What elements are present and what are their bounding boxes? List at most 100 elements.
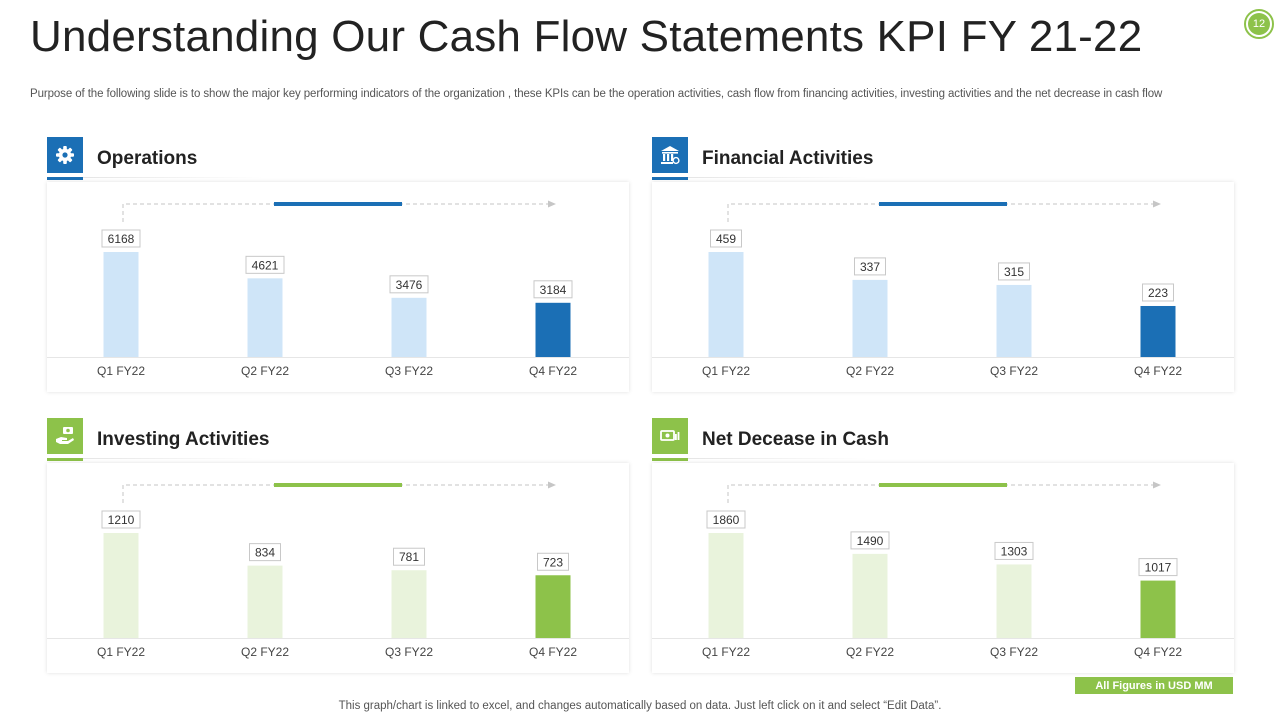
bar[interactable]: [247, 565, 283, 638]
net-decease-in-cash-panel: Net Decease in Cash 1860 Q1 FY22 1490 Q2 FY…: [652, 418, 1234, 673]
bar[interactable]: [103, 252, 139, 357]
net-decease-in-cash-chart-container: 1860 Q1 FY22 1490 Q2 FY22 1303 Q3 FY22 1017 Q4 …: [652, 463, 1234, 673]
page-number: 12: [1248, 13, 1270, 35]
category-label: Q4 FY22: [1134, 364, 1182, 378]
data-label-box: [994, 541, 1034, 560]
financial-activities-chart-container: 459 Q1 FY22 337 Q2 FY22 315 Q3 FY22 223 Q4 FY22: [652, 182, 1234, 392]
data-label-box: [1142, 283, 1174, 302]
data-label: 223: [1148, 286, 1168, 300]
page-title: Understanding Our Cash Flow Statements K…: [30, 12, 1143, 61]
investing-activities-chart-container: 1210 Q1 FY22 834 Q2 FY22 781 Q3 FY22 723 Q4 FY2…: [47, 463, 629, 673]
category-label: Q2 FY22: [846, 645, 894, 659]
header-divider: [688, 177, 868, 178]
data-label-box: [249, 543, 281, 562]
icon-underline: [652, 458, 688, 461]
data-label: 3476: [396, 278, 423, 292]
header-divider: [688, 458, 868, 459]
category-label: Q3 FY22: [990, 645, 1038, 659]
category-label: Q3 FY22: [385, 645, 433, 659]
bar[interactable]: [1140, 580, 1176, 638]
footnote: This graph/chart is linked to excel, and…: [338, 700, 942, 712]
financial-activities-panel: Financial Activities 459 Q1 FY22 337 Q2 FY2…: [652, 137, 1234, 392]
trend-accent-bar: [879, 483, 1007, 487]
bar[interactable]: [1140, 305, 1176, 357]
operations-panel: Operations 6168 Q1 FY22 4621 Q2 FY22 3476 Q3 …: [47, 137, 629, 392]
bar[interactable]: [103, 533, 139, 638]
panel-title: Operations: [97, 148, 198, 169]
category-label: Q2 FY22: [241, 645, 289, 659]
trend-arrow-line: [122, 484, 550, 503]
category-label: Q1 FY22: [702, 364, 750, 378]
panel-title: Investing Activities: [97, 429, 270, 450]
bar[interactable]: [535, 575, 571, 638]
operations-chart[interactable]: 6168 Q1 FY22 4621 Q2 FY22 3476 Q3 FY22 3184 Q4 …: [47, 182, 629, 392]
trend-arrow-head: [1153, 481, 1161, 489]
category-label: Q1 FY22: [97, 645, 145, 659]
icon-underline: [47, 458, 83, 461]
bank-icon: [652, 137, 688, 173]
category-label: Q1 FY22: [702, 645, 750, 659]
bar[interactable]: [852, 279, 888, 357]
category-label: Q1 FY22: [97, 364, 145, 378]
trend-accent-bar: [274, 202, 402, 206]
data-label: 459: [716, 232, 736, 246]
bar[interactable]: [996, 284, 1032, 357]
data-label-box: [706, 510, 746, 529]
category-label: Q2 FY22: [241, 364, 289, 378]
gear-icon: [47, 137, 83, 173]
data-label-box: [389, 275, 429, 294]
data-label-box: [101, 229, 141, 248]
data-label: 1490: [857, 534, 884, 548]
trend-arrow-line: [727, 484, 1155, 503]
financial-activities-chart[interactable]: 459 Q1 FY22 337 Q2 FY22 315 Q3 FY22 223 Q4 FY22: [652, 182, 1234, 392]
trend-arrow-head: [1153, 200, 1161, 208]
trend-arrow-line: [122, 203, 550, 222]
net-decease-in-cash-chart[interactable]: 1860 Q1 FY22 1490 Q2 FY22 1303 Q3 FY22 1017 Q4 …: [652, 463, 1234, 673]
panel-title: Net Decease in Cash: [702, 429, 889, 450]
bar[interactable]: [996, 564, 1032, 638]
data-label: 3184: [540, 283, 567, 297]
data-label: 1017: [1145, 561, 1172, 575]
operations-chart-container: 6168 Q1 FY22 4621 Q2 FY22 3476 Q3 FY22 3184 Q4 …: [47, 182, 629, 392]
panel-title: Financial Activities: [702, 148, 874, 169]
bar[interactable]: [535, 302, 571, 357]
data-label-box: [710, 229, 742, 248]
data-label-box: [245, 255, 285, 274]
trend-accent-bar: [274, 483, 402, 487]
icon-underline: [652, 177, 688, 180]
data-label-box: [1138, 558, 1178, 577]
data-label-box: [854, 257, 886, 276]
data-label: 1210: [108, 513, 135, 527]
header-divider: [83, 458, 263, 459]
data-label: 4621: [252, 258, 279, 272]
investing-activities-chart[interactable]: 1210 Q1 FY22 834 Q2 FY22 781 Q3 FY22 723 Q4 FY2…: [47, 463, 629, 673]
bar[interactable]: [391, 297, 427, 357]
data-label-box: [850, 531, 890, 550]
trend-arrow-line: [727, 203, 1155, 222]
data-label-box: [533, 280, 573, 299]
icon-underline: [47, 177, 83, 180]
data-label-box: [101, 510, 141, 529]
data-label-box: [393, 547, 425, 566]
bar[interactable]: [708, 533, 744, 638]
trend-arrow-head: [548, 200, 556, 208]
category-label: Q3 FY22: [385, 364, 433, 378]
bar[interactable]: [852, 553, 888, 638]
bar[interactable]: [708, 252, 744, 357]
category-label: Q2 FY22: [846, 364, 894, 378]
trend-accent-bar: [879, 202, 1007, 206]
data-label: 834: [255, 546, 275, 560]
data-label: 337: [860, 260, 880, 274]
page-number-badge: 12: [1244, 9, 1274, 39]
page-subtitle: Purpose of the following slide is to sho…: [30, 88, 1163, 100]
data-label: 315: [1004, 265, 1024, 279]
bar[interactable]: [247, 278, 283, 357]
header-divider: [83, 177, 263, 178]
data-label: 1303: [1001, 544, 1028, 558]
bar[interactable]: [391, 570, 427, 638]
category-label: Q4 FY22: [529, 364, 577, 378]
data-label-box: [537, 552, 569, 571]
data-label: 781: [399, 550, 419, 564]
data-label: 6168: [108, 232, 135, 246]
data-label: 723: [543, 555, 563, 569]
